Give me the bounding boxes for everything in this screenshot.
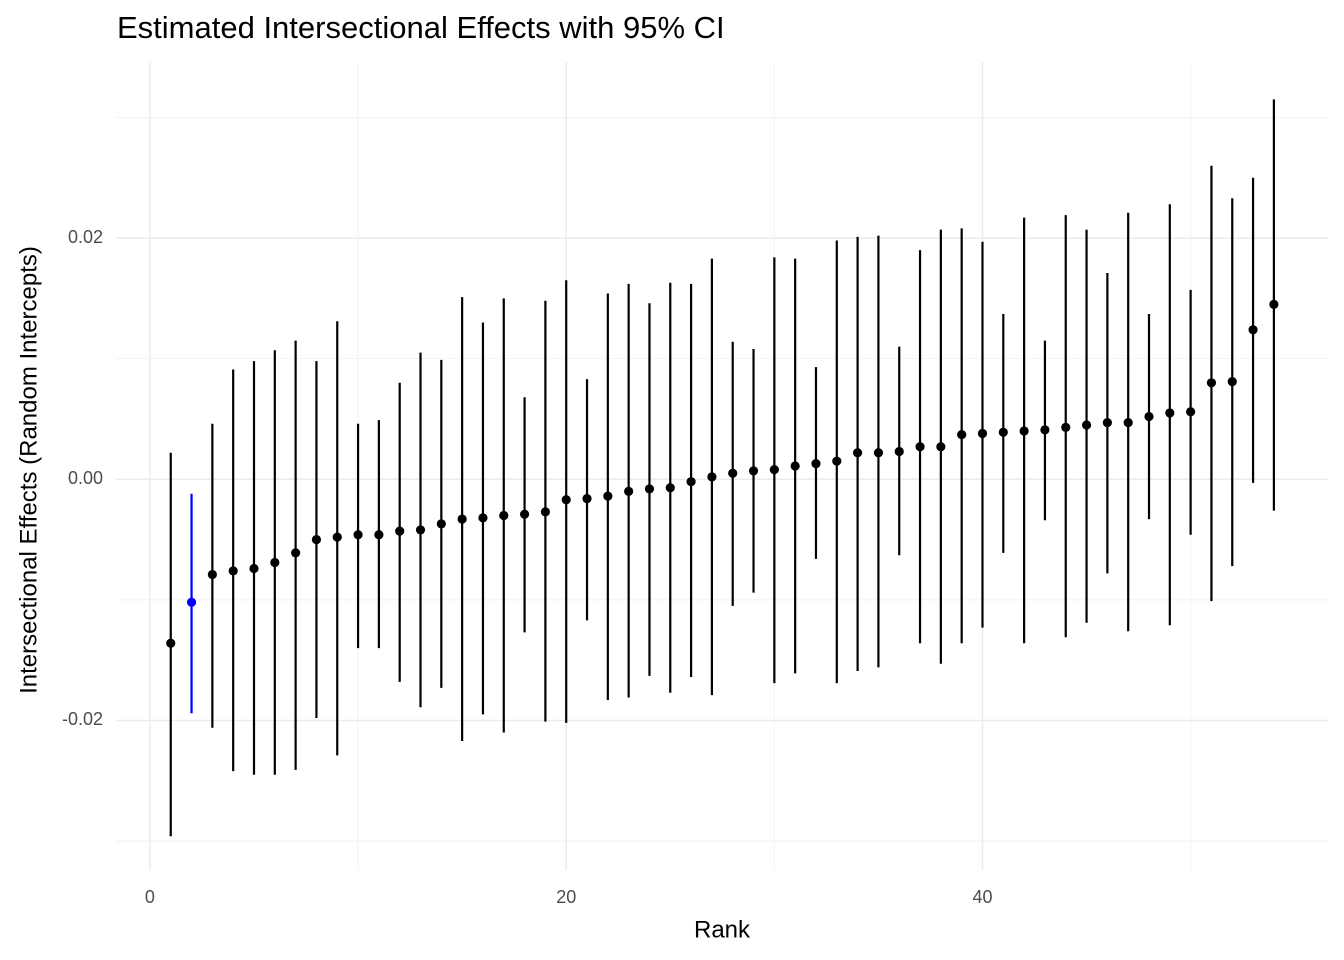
point <box>186 597 197 607</box>
point <box>478 513 488 523</box>
point <box>291 548 301 558</box>
point <box>853 448 863 458</box>
point <box>1144 411 1154 422</box>
point <box>436 519 446 529</box>
point <box>603 491 613 501</box>
point <box>1206 378 1217 388</box>
point <box>665 483 675 493</box>
point <box>1248 325 1258 335</box>
point <box>395 526 405 536</box>
x-tick-label: 40 <box>972 887 992 907</box>
grid <box>116 62 1328 870</box>
point <box>249 563 259 574</box>
point <box>748 466 759 476</box>
point <box>1123 417 1133 428</box>
point <box>894 446 904 457</box>
x-tick-label: 0 <box>145 887 155 907</box>
point <box>374 530 384 540</box>
point <box>936 442 946 452</box>
point <box>977 428 988 439</box>
point <box>582 493 592 504</box>
point <box>624 486 634 496</box>
y-tick-label: 0.02 <box>68 227 103 247</box>
point <box>415 525 426 535</box>
point <box>457 514 467 524</box>
point <box>311 534 322 545</box>
point <box>540 507 550 517</box>
point <box>686 477 696 487</box>
point <box>915 442 925 452</box>
point <box>790 461 800 471</box>
point <box>1269 299 1279 309</box>
point <box>1227 376 1237 387</box>
y-tick-label: -0.02 <box>62 709 103 729</box>
point <box>353 530 363 540</box>
point <box>644 484 655 494</box>
x-tick-label: 20 <box>556 887 576 907</box>
chart-title: Estimated Intersectional Effects with 95… <box>117 10 725 45</box>
y-tick-label: 0.00 <box>68 468 103 488</box>
point <box>1081 420 1092 430</box>
point <box>998 427 1008 437</box>
y-axis-title: Intersectional Effects (Random Intercept… <box>15 246 42 694</box>
point <box>873 448 884 458</box>
point <box>1165 408 1175 418</box>
point <box>707 472 717 482</box>
point <box>957 430 967 440</box>
point <box>1019 426 1029 436</box>
point <box>1061 422 1071 433</box>
point <box>1102 417 1112 428</box>
point <box>166 638 176 648</box>
point <box>832 456 842 466</box>
point <box>270 557 280 568</box>
point <box>1186 407 1196 417</box>
point <box>769 465 779 475</box>
point <box>728 468 738 478</box>
x-axis-title: Rank <box>694 916 751 943</box>
point <box>332 532 342 542</box>
point <box>561 495 571 505</box>
point <box>228 566 238 576</box>
point <box>519 509 530 519</box>
point <box>811 458 821 469</box>
point <box>1040 425 1050 435</box>
point <box>207 569 217 580</box>
plot-marks <box>166 99 1279 837</box>
point <box>499 510 509 521</box>
